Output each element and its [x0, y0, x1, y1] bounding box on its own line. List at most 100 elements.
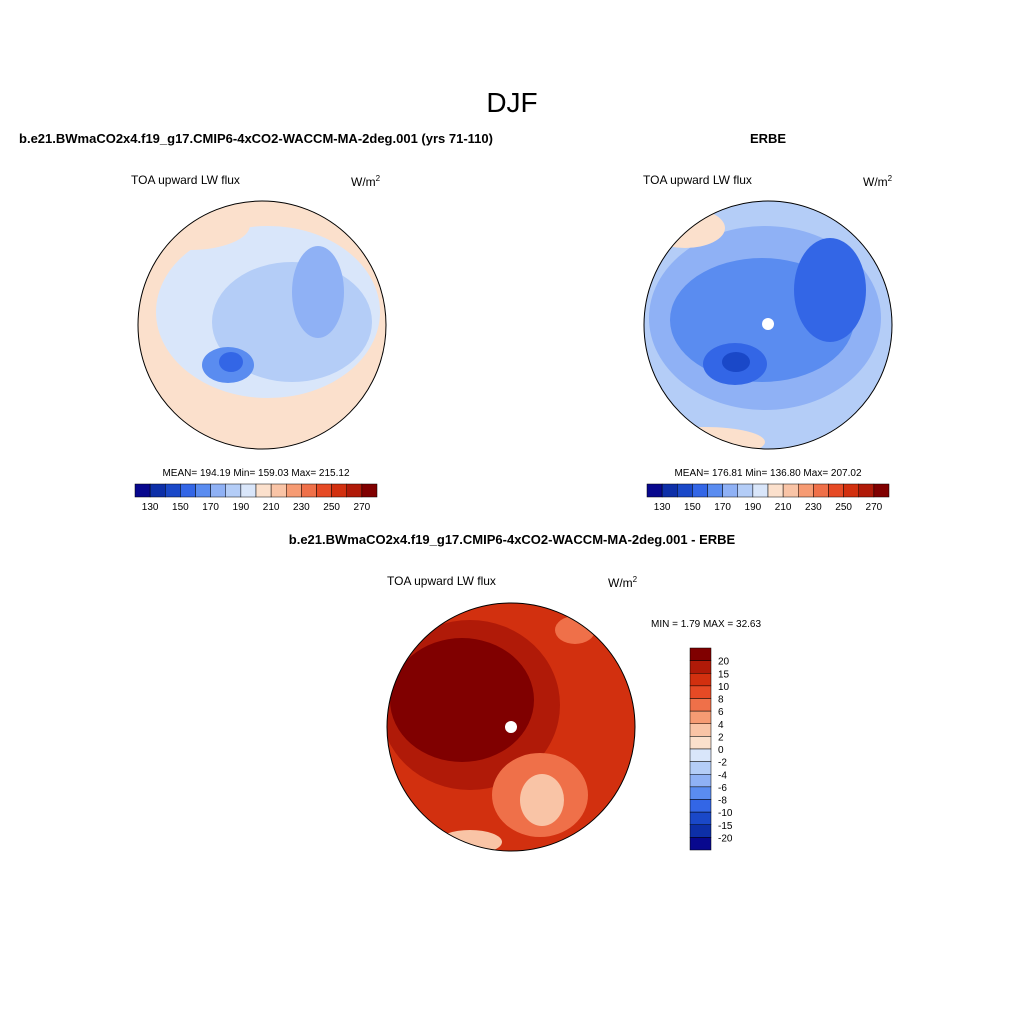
colorbar-box — [737, 483, 754, 498]
field-label: TOA upward LW flux — [131, 173, 240, 187]
colorbar-label: 2 — [718, 732, 724, 743]
field-label: TOA upward LW flux — [643, 173, 752, 187]
colorbar-box — [813, 483, 829, 498]
colorbar-box — [689, 774, 712, 788]
colorbar-box — [195, 483, 211, 498]
colorbar-box — [346, 483, 363, 498]
colorbar-box — [689, 710, 712, 724]
panel-title: ERBE — [750, 131, 786, 146]
colorbar-label: 150 — [172, 502, 189, 513]
colorbar-box — [689, 761, 712, 775]
colorbar-box — [843, 483, 859, 498]
colorbar-label: 10 — [718, 682, 730, 693]
colorbar-box — [646, 483, 663, 498]
colorbar-box — [270, 483, 287, 498]
colorbar-box — [689, 811, 712, 825]
colorbar-label: 6 — [718, 707, 724, 718]
colorbar-label: 170 — [202, 502, 219, 513]
colorbar-label: 130 — [654, 502, 671, 513]
colorbar-box — [689, 723, 712, 737]
colorbar-box — [689, 685, 712, 699]
colorbar-label: 8 — [718, 695, 724, 706]
colorbar-box — [689, 837, 712, 851]
units: W/m2 — [863, 174, 893, 189]
colorbar-box — [286, 483, 302, 498]
colorbar: 130 150 170 190 210 230 250 270 — [134, 483, 378, 513]
colorbar-box — [689, 660, 712, 674]
units-exp: 2 — [888, 174, 893, 183]
colorbar-box — [828, 483, 844, 498]
units-text: W/m — [863, 175, 888, 189]
colorbar-label: 150 — [684, 502, 701, 513]
colorbar-label: 270 — [866, 502, 883, 513]
units-exp: 2 — [633, 575, 638, 584]
colorbar-label: 230 — [293, 502, 310, 513]
main-title: DJF — [486, 87, 537, 118]
colorbar-box — [316, 483, 332, 498]
colorbar-box — [689, 799, 712, 813]
colorbar-label: 210 — [775, 502, 792, 513]
colorbar-box — [689, 698, 712, 712]
colorbar-box — [361, 483, 378, 498]
colorbar-label: 4 — [718, 720, 724, 731]
colorbar-box — [677, 483, 693, 498]
colorbar-box — [689, 736, 712, 750]
colorbar-label: -4 — [718, 770, 727, 781]
stats: MIN = 1.79 MAX = 32.63 — [651, 619, 761, 630]
stats: MEAN= 176.81 Min= 136.80 Max= 207.02 — [674, 468, 862, 479]
colorbar-box — [149, 483, 166, 498]
colorbar-box — [210, 483, 226, 498]
colorbar-box — [858, 483, 875, 498]
colorbar-label: 170 — [714, 502, 731, 513]
colorbar-box — [689, 748, 712, 762]
colorbar-label: 230 — [805, 502, 822, 513]
colorbar-label: -15 — [718, 821, 733, 832]
colorbar-box — [689, 824, 712, 838]
colorbar-label: 250 — [323, 502, 340, 513]
colorbar-box — [692, 483, 708, 498]
colorbar-box — [707, 483, 723, 498]
units-exp: 2 — [376, 174, 381, 183]
colorbar-label: 0 — [718, 745, 724, 756]
colorbar-box — [689, 673, 712, 687]
colorbar-label: 190 — [745, 502, 762, 513]
colorbar-box — [165, 483, 181, 498]
panel-title: b.e21.BWmaCO2x4.f19_g17.CMIP6-4xCO2-WACC… — [289, 532, 736, 547]
colorbar-box — [798, 483, 814, 498]
units-text: W/m — [608, 576, 633, 590]
map — [138, 201, 386, 449]
colorbar-box — [180, 483, 196, 498]
colorbar-label: 210 — [263, 502, 280, 513]
colorbar-label: 15 — [718, 669, 730, 680]
colorbar-label: -2 — [718, 758, 727, 769]
field-label: TOA upward LW flux — [387, 574, 496, 588]
colorbar-label: -6 — [718, 783, 727, 794]
units: W/m2 — [608, 575, 638, 590]
colorbar-box — [331, 483, 347, 498]
colorbar-box — [240, 483, 257, 498]
panel-title: b.e21.BWmaCO2x4.f19_g17.CMIP6-4xCO2-WACC… — [19, 131, 493, 146]
colorbar-box — [225, 483, 242, 498]
map — [387, 603, 635, 851]
colorbar-label: 250 — [835, 502, 852, 513]
colorbar-box — [301, 483, 317, 498]
colorbar-label: 130 — [142, 502, 159, 513]
colorbar-box — [689, 647, 712, 661]
colorbar-box — [134, 483, 151, 498]
colorbar-box — [873, 483, 890, 498]
colorbar-label: -10 — [718, 808, 733, 819]
stats: MEAN= 194.19 Min= 159.03 Max= 215.12 — [162, 468, 350, 479]
colorbar-box — [782, 483, 799, 498]
colorbar-label: 190 — [233, 502, 250, 513]
colorbar-box — [752, 483, 769, 498]
colorbar-box — [255, 483, 272, 498]
colorbar-label: -20 — [718, 833, 733, 844]
units: W/m2 — [351, 174, 381, 189]
colorbar-label: 270 — [354, 502, 371, 513]
colorbar-label: 20 — [718, 657, 730, 668]
colorbar: 130 150 170 190 210 230 250 270 — [646, 483, 890, 513]
map — [644, 201, 892, 449]
colorbar-box — [722, 483, 738, 498]
